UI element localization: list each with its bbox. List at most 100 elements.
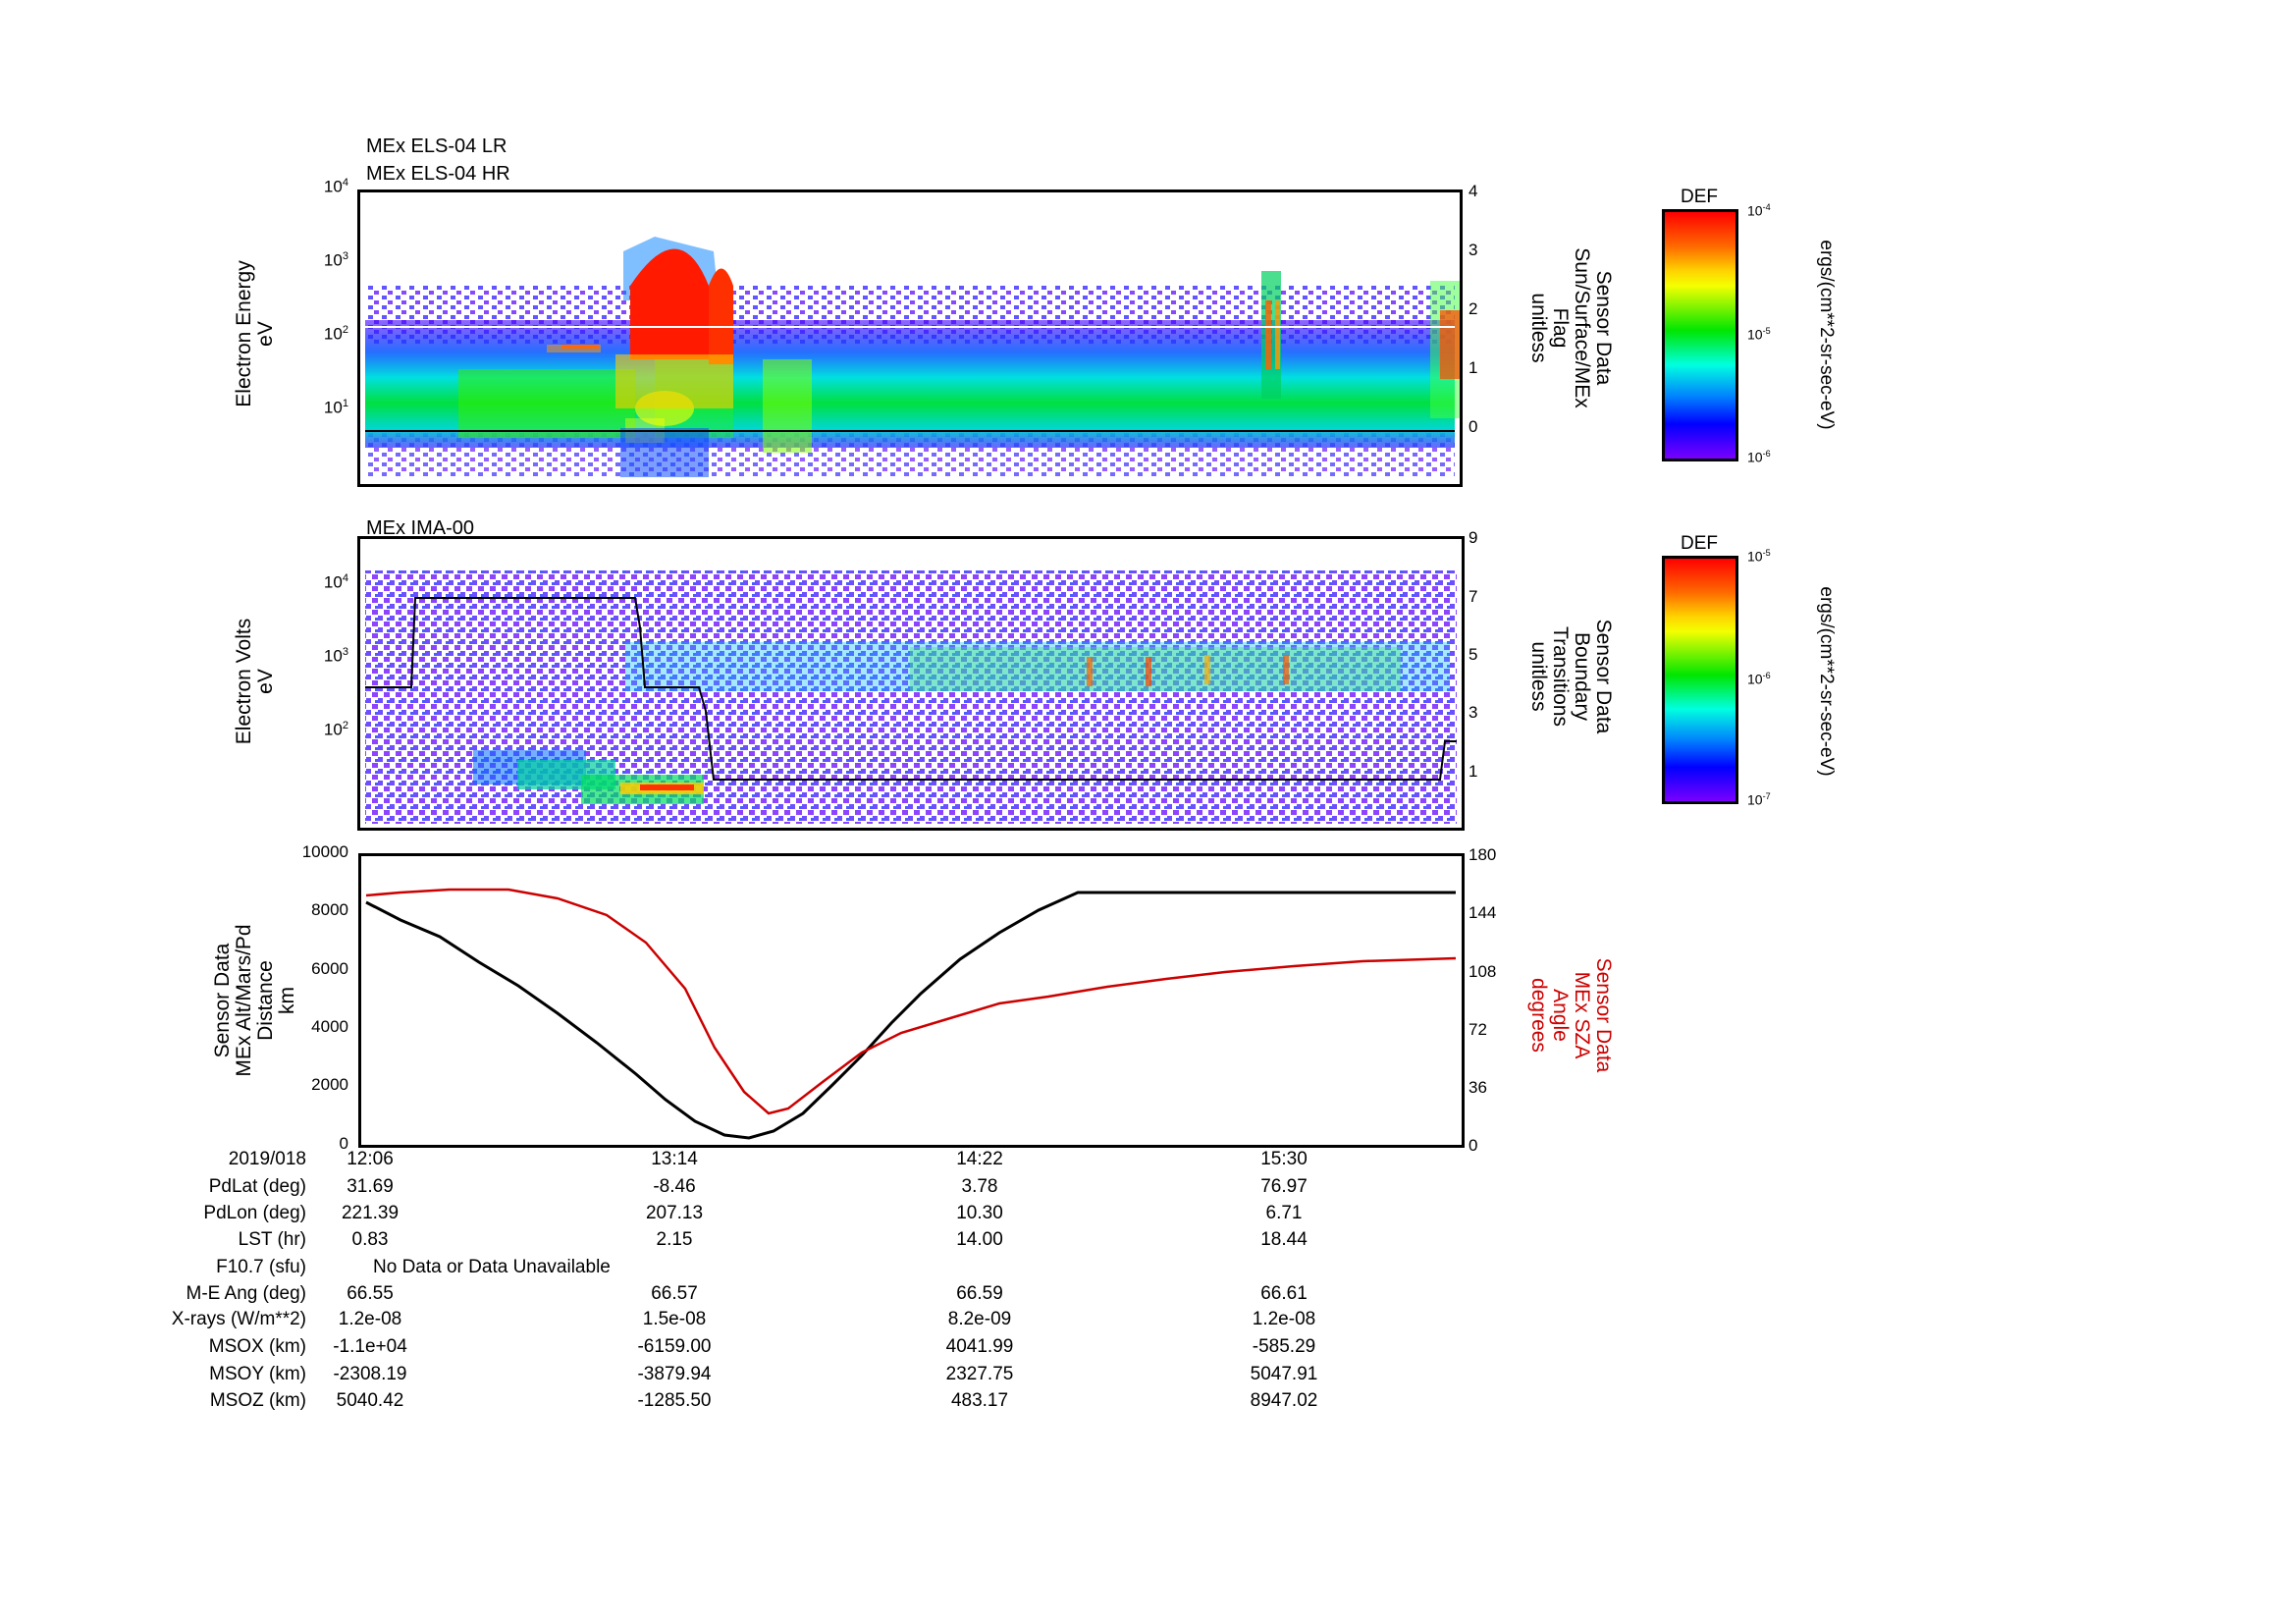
panel3-ytick: 2000	[311, 1075, 348, 1094]
colorbar1-tick: 10-5	[1747, 326, 1771, 343]
boundary-transitions-line	[365, 597, 1457, 781]
table-cell: -585.29	[1252, 1336, 1316, 1357]
table-row-label: MSOX (km)	[208, 1336, 306, 1357]
table-row-label: X-rays (W/m**2)	[171, 1309, 306, 1329]
panel2-rtick: 7	[1468, 587, 1478, 606]
colorbar1-title: DEF	[1681, 187, 1718, 207]
table-cell: 66.61	[1260, 1283, 1308, 1304]
panel2-title: MEx IMA-00	[366, 517, 475, 539]
table-cell: 1.5e-08	[642, 1309, 707, 1329]
panel2-spectrogram	[365, 570, 1457, 824]
colorbar2-tick: 10-7	[1747, 791, 1771, 808]
colorbar2-title: DEF	[1681, 533, 1718, 554]
panel1-ytick: 104	[323, 177, 348, 196]
table-row-label: PdLon (deg)	[203, 1203, 306, 1223]
table-cell: 66.57	[651, 1283, 698, 1304]
panel3-plot-area	[358, 853, 1465, 1148]
panel1-plot-area	[357, 189, 1463, 487]
panel2-rtick: 3	[1468, 703, 1478, 722]
time-tick: 15:30	[1260, 1149, 1308, 1169]
table-cell: 8.2e-09	[947, 1309, 1012, 1329]
colorbar2-tick: 10-6	[1747, 671, 1771, 687]
table-cell: 5047.91	[1250, 1364, 1318, 1384]
panel3-right-label: Sensor Data MEx SZA Angle degrees	[1527, 957, 1615, 1073]
colorbar1-tick: 10-6	[1747, 449, 1771, 465]
table-row-label: MSOY (km)	[209, 1364, 306, 1384]
panel3-ylabel: Sensor Data MEx Alt/Mars/Pd Distance km	[211, 924, 298, 1077]
table-cell: 1.2e-08	[1252, 1309, 1316, 1329]
table-cell: 5040.42	[336, 1390, 404, 1411]
panel3-ytick: 0	[339, 1134, 348, 1153]
table-cell: 66.55	[347, 1283, 394, 1304]
colorbar2-units: ergs/(cm**2-sr-sec-eV)	[1816, 586, 1837, 777]
panel3-rtick: 108	[1468, 962, 1497, 981]
colorbar1	[1662, 209, 1738, 461]
panel1-rtick: 4	[1468, 182, 1478, 200]
panel3-rtick: 0	[1468, 1136, 1478, 1155]
table-row-label: M-E Ang (deg)	[186, 1283, 307, 1304]
table-cell: 31.69	[347, 1176, 394, 1197]
table-cell: 221.39	[341, 1203, 400, 1223]
table-cell: -8.46	[653, 1176, 696, 1197]
table-cell: 0.83	[351, 1229, 389, 1250]
panel2-ytick: 104	[323, 572, 348, 592]
panel3-rtick: 36	[1468, 1078, 1487, 1097]
panel2-ytick: 103	[323, 646, 348, 666]
table-cell: 483.17	[950, 1390, 1009, 1411]
panel2-rtick: 1	[1468, 762, 1478, 781]
panel3-ytick: 10000	[301, 842, 348, 861]
panel2-ytick: 102	[323, 720, 348, 739]
f107-no-data-note: No Data or Data Unavailable	[373, 1257, 611, 1277]
table-cell: 66.59	[956, 1283, 1003, 1304]
table-cell: -1285.50	[637, 1390, 712, 1411]
table-row-label: F10.7 (sfu)	[216, 1257, 306, 1277]
panel1-ytick: 101	[323, 398, 348, 417]
table-cell: -2308.19	[333, 1364, 407, 1384]
table-cell: 4041.99	[945, 1336, 1014, 1357]
panel2-rtick: 5	[1468, 645, 1478, 664]
colorbar1-units: ergs/(cm**2-sr-sec-eV)	[1816, 240, 1837, 430]
panel1-title-hr: MEx ELS-04 HR	[366, 163, 510, 185]
table-cell: 14.00	[956, 1229, 1003, 1250]
panel3-rtick: 144	[1468, 903, 1497, 922]
table-cell: 10.30	[956, 1203, 1003, 1223]
table-row-label: MSOZ (km)	[209, 1390, 306, 1411]
table-cell: -6159.00	[637, 1336, 712, 1357]
table-cell: 18.44	[1260, 1229, 1308, 1250]
table-cell: 1.2e-08	[338, 1309, 402, 1329]
panel3-ytick: 4000	[311, 1017, 348, 1036]
panel2-ylabel: Electron Volts eV	[233, 618, 277, 745]
panel2-plot-area	[357, 536, 1465, 831]
panel1-right-label: Sensor Data Sun/Surface/MEx Flag unitles…	[1527, 247, 1615, 408]
panel1-spectrogram	[365, 237, 1460, 477]
panel1-ytick: 102	[323, 324, 348, 344]
panel3-ytick: 8000	[311, 900, 348, 919]
table-cell: 3.78	[961, 1176, 998, 1197]
table-cell: 2.15	[656, 1229, 693, 1250]
panel1-ylabel: Electron Energy eV	[233, 260, 277, 407]
panel3-ytick: 6000	[311, 959, 348, 978]
table-cell: 2327.75	[945, 1364, 1014, 1384]
panel1-rtick: 0	[1468, 417, 1478, 436]
panel3-rtick: 72	[1468, 1020, 1487, 1039]
colorbar1-tick: 10-4	[1747, 202, 1771, 219]
time-tick: 14:22	[956, 1149, 1003, 1169]
table-cell: -3879.94	[637, 1364, 712, 1384]
table-cell: 207.13	[645, 1203, 704, 1223]
sza-line	[365, 888, 1457, 1115]
altitude-line	[365, 891, 1456, 1140]
colorbar2	[1662, 556, 1738, 804]
panel2-right-label: Sensor Data Boundary Transitions unitles…	[1527, 619, 1615, 734]
table-row-label: 2019/018	[228, 1149, 306, 1169]
table-cell: 8947.02	[1250, 1390, 1318, 1411]
panel1-title-lr: MEx ELS-04 LR	[366, 135, 507, 157]
table-row-label: LST (hr)	[238, 1229, 306, 1250]
time-tick: 12:06	[347, 1149, 394, 1169]
panel3-lines	[365, 888, 1457, 1140]
panel1-rtick: 1	[1468, 358, 1478, 377]
panel1-rtick: 2	[1468, 299, 1478, 318]
panel1-ytick: 103	[323, 250, 348, 270]
table-cell: 76.97	[1260, 1176, 1308, 1197]
panel1-rtick: 3	[1468, 241, 1478, 259]
panel3-rtick: 180	[1468, 845, 1497, 864]
